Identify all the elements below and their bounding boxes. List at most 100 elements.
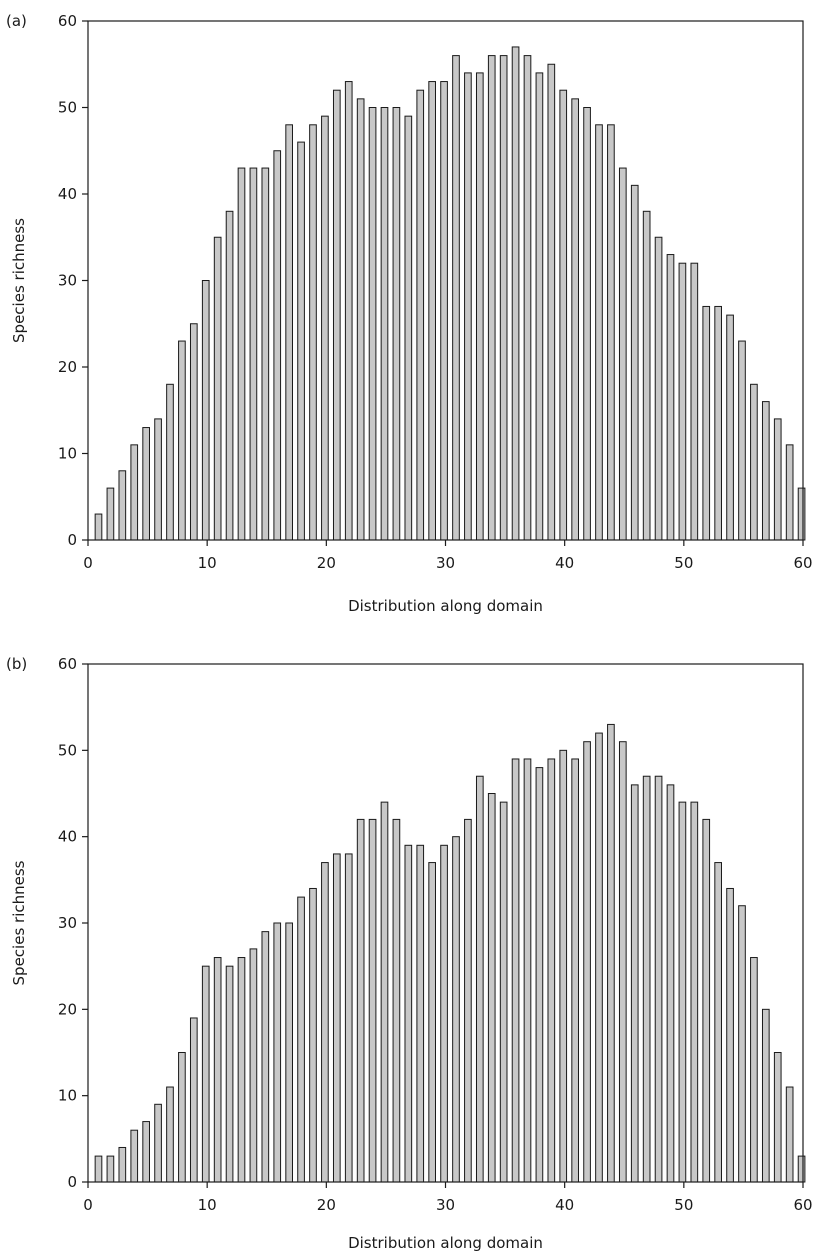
bar-a-56 [750, 383, 758, 541]
panel-label-b: (b) [6, 655, 27, 673]
bar-a-21 [332, 89, 341, 541]
bar-b-32 [464, 818, 472, 1183]
y-tick-label-a-60: 60 [58, 12, 77, 30]
bar-b-48 [654, 775, 663, 1183]
bar-a-39 [547, 63, 556, 541]
bar-b-17 [285, 922, 293, 1183]
bar-b-33 [475, 775, 484, 1183]
bar-a-16 [273, 150, 282, 541]
bar-a-48 [654, 236, 663, 541]
bar-a-58 [773, 418, 782, 541]
bar-a-47 [642, 210, 651, 541]
bar-b-5 [142, 1121, 150, 1183]
bar-a-57 [761, 401, 770, 541]
bar-a-10 [201, 280, 210, 541]
bar-a-5 [142, 427, 150, 541]
bar-a-23 [356, 98, 365, 541]
x-tick-label-a-60: 60 [793, 554, 812, 572]
bar-b-38 [535, 767, 544, 1183]
bar-a-7 [166, 383, 174, 541]
bar-a-26 [392, 107, 401, 541]
bar-a-9 [189, 323, 198, 541]
bar-a-44 [607, 124, 615, 541]
bar-b-52 [702, 818, 711, 1183]
bar-a-12 [225, 210, 234, 541]
bar-a-54 [726, 314, 734, 541]
bar-a-52 [702, 305, 711, 541]
bar-a-31 [452, 55, 460, 541]
x-tick-label-a-10: 10 [198, 554, 217, 572]
bar-a-22 [344, 81, 353, 541]
bar-a-32 [464, 72, 472, 541]
y-tick-label-a-30: 30 [58, 272, 77, 290]
bar-b-42 [583, 741, 591, 1183]
bar-a-25 [380, 107, 389, 541]
bar-b-47 [642, 775, 651, 1183]
bar-b-56 [750, 957, 758, 1183]
x-tick-label-a-40: 40 [555, 554, 574, 572]
bar-a-17 [285, 124, 293, 541]
bar-a-43 [595, 124, 603, 541]
bar-b-46 [630, 784, 639, 1183]
bar-a-27 [404, 115, 413, 541]
panel-label-a: (a) [6, 12, 27, 30]
bar-a-3 [118, 470, 127, 541]
y-tick-label-b-0: 0 [67, 1173, 77, 1191]
bar-b-26 [392, 818, 401, 1183]
bar-a-51 [690, 262, 699, 541]
y-tick-label-a-0: 0 [67, 531, 77, 549]
bar-b-51 [690, 801, 699, 1183]
bar-b-3 [118, 1146, 127, 1183]
bar-a-37 [523, 55, 532, 541]
bar-a-2 [106, 487, 115, 541]
bar-a-20 [321, 115, 329, 541]
bar-b-21 [332, 853, 341, 1183]
bar-a-6 [154, 418, 162, 541]
bar-b-24 [368, 818, 377, 1183]
bar-b-44 [607, 723, 615, 1183]
x-tick-label-b-10: 10 [198, 1196, 217, 1214]
bar-b-2 [106, 1155, 115, 1183]
bar-b-41 [571, 758, 579, 1183]
bar-b-31 [452, 836, 460, 1183]
bar-a-1 [94, 513, 103, 541]
y-tick-label-b-60: 60 [58, 655, 77, 673]
bar-b-11 [213, 957, 222, 1183]
bar-a-14 [249, 167, 258, 541]
bar-a-46 [630, 184, 639, 541]
y-tick-label-b-10: 10 [58, 1087, 77, 1105]
chart-panel-a: 0 10 20 30 40 50 60 0 10 20 30 40 50 60 Distribution a… [6, 12, 813, 615]
bar-a-19 [309, 124, 317, 541]
bar-a-13 [237, 167, 246, 541]
bar-a-15 [261, 167, 270, 541]
bar-a-49 [666, 254, 675, 541]
bar-b-54 [726, 887, 734, 1183]
bar-b-7 [166, 1086, 174, 1183]
x-tick-label-a-0: 0 [83, 554, 93, 572]
bar-a-34 [487, 55, 496, 541]
bar-a-59 [785, 444, 794, 541]
y-tick-label-a-20: 20 [58, 358, 77, 376]
bar-a-45 [618, 167, 627, 541]
bar-b-57 [761, 1008, 770, 1183]
x-tick-label-a-30: 30 [436, 554, 455, 572]
y-tick-label-a-50: 50 [58, 99, 77, 117]
bar-b-60 [797, 1155, 806, 1183]
bar-b-8 [178, 1052, 186, 1183]
bar-b-43 [595, 732, 603, 1183]
bar-a-41 [571, 98, 579, 541]
bar-a-50 [678, 262, 687, 541]
x-tick-label-a-20: 20 [317, 554, 336, 572]
bar-a-33 [475, 72, 484, 541]
y-tick-label-a-10: 10 [58, 445, 77, 463]
x-axis-label-a: Distribution along domain [348, 597, 543, 615]
bar-a-42 [583, 107, 591, 541]
bar-b-10 [201, 965, 210, 1183]
bar-a-38 [535, 72, 544, 541]
bar-b-45 [618, 741, 627, 1183]
x-axis-label-b: Distribution along domain [348, 1234, 543, 1252]
x-tick-label-b-20: 20 [317, 1196, 336, 1214]
x-tick-label-b-40: 40 [555, 1196, 574, 1214]
bar-b-35 [499, 801, 508, 1183]
bar-b-37 [523, 758, 532, 1183]
